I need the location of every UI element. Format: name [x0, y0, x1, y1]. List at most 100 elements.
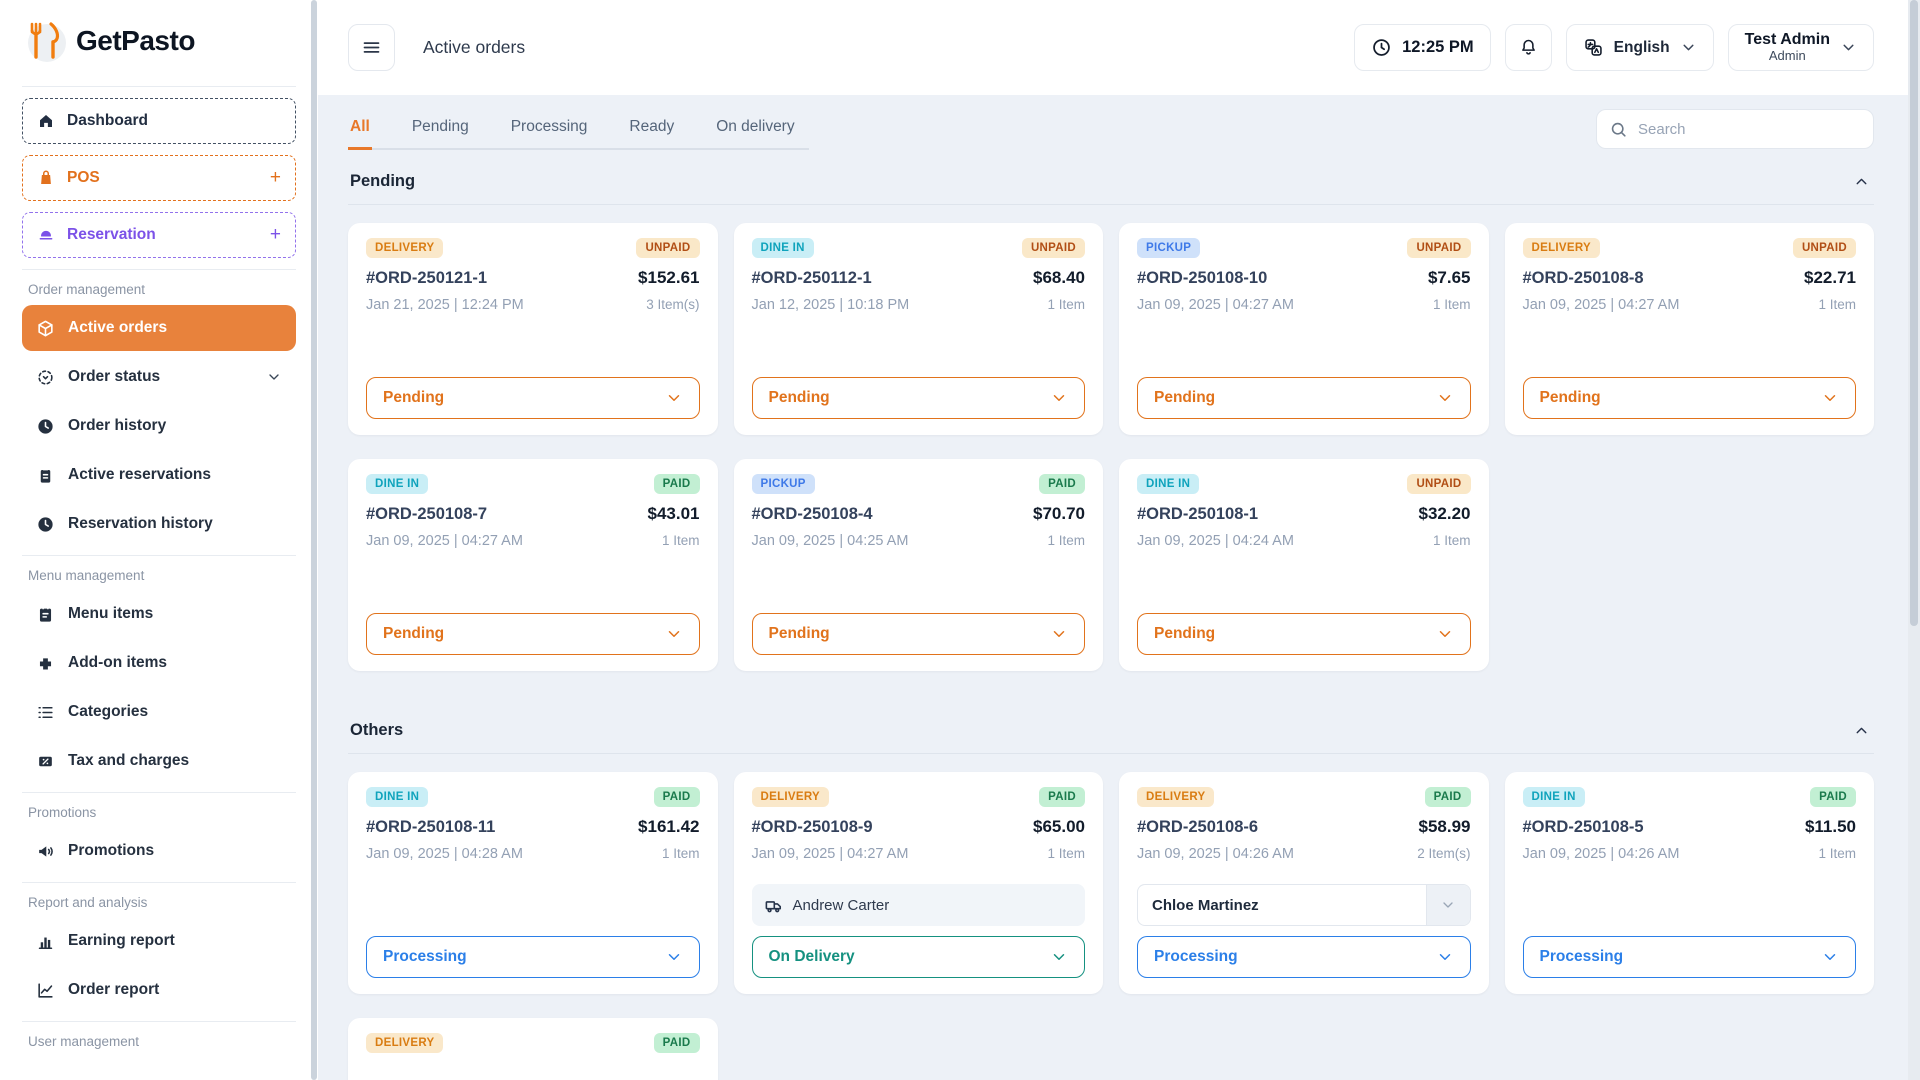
order-id: #ORD-250108-5 — [1522, 818, 1644, 836]
tab-all[interactable]: All — [348, 109, 372, 150]
order-item-count: 3 Item(s) — [646, 297, 700, 312]
payment-status-badge: PAID — [1810, 787, 1856, 807]
payment-status-badge: PAID — [653, 1033, 700, 1053]
plus-icon: + — [269, 224, 281, 245]
search-icon — [1611, 122, 1626, 137]
order-status-dropdown[interactable]: Pending — [366, 377, 700, 419]
divider — [22, 882, 296, 883]
order-id: #ORD-250108-1 — [1137, 505, 1259, 523]
chevron-down-icon — [668, 395, 679, 401]
order-id: #ORD-250108-10 — [1137, 269, 1268, 287]
sidebar-item-earning-report[interactable]: Earning report — [22, 918, 296, 964]
order-report-icon — [38, 982, 53, 998]
order-total: $32.20 — [1418, 504, 1471, 523]
order-id: #ORD-250108-11 — [366, 818, 496, 836]
order-datetime: Jan 09, 2025 | 04:27 AM — [1137, 297, 1294, 313]
sidebar-item-order-report[interactable]: Order report — [22, 967, 296, 1013]
order-id: #ORD-250108-7 — [366, 505, 488, 523]
brand-logo-icon — [28, 22, 66, 62]
divider — [22, 555, 296, 556]
payment-status-badge: UNPAID — [636, 238, 700, 258]
order-type-badge: DINE IN — [366, 787, 429, 807]
sidebar-quick-reservation[interactable]: Reservation + — [22, 212, 296, 258]
brand-name: GetPasto — [76, 25, 195, 56]
order-item-count: 1 Item — [661, 533, 700, 548]
language-selector[interactable]: English — [1565, 24, 1714, 71]
chevron-down-icon — [1683, 44, 1694, 51]
sidebar-item-active-orders[interactable]: Active orders — [22, 305, 296, 351]
section-collapse-button[interactable] — [1853, 722, 1870, 739]
search-input[interactable] — [1638, 120, 1861, 138]
order-status-dropdown[interactable]: Pending — [1137, 613, 1471, 655]
top-header: Active orders 12:25 PM English Test Admi… — [318, 0, 1920, 95]
user-menu[interactable]: Test Admin Admin — [1727, 24, 1874, 71]
order-type-badge: DELIVERY — [366, 1033, 444, 1053]
page-scrollbar[interactable] — [1908, 0, 1920, 1080]
notification-button[interactable] — [1504, 24, 1552, 71]
tab-processing[interactable]: Processing — [510, 118, 588, 135]
tab-on-delivery[interactable]: On delivery — [716, 118, 795, 135]
order-status-dropdown[interactable]: Pending — [1137, 377, 1471, 419]
order-status-dropdown[interactable]: Pending — [751, 377, 1085, 419]
order-status-dropdown[interactable]: Pending — [366, 613, 700, 655]
tab-pending[interactable]: Pending — [411, 118, 469, 135]
payment-status-badge: PAID — [653, 474, 700, 494]
sidebar-section-label: Menu management — [28, 568, 145, 583]
chevron-down-icon — [1824, 954, 1836, 960]
content-area: All Pending Processing Ready On delivery Pen… — [318, 95, 1920, 1080]
sidebar-quick-dashboard[interactable]: Dashboard — [22, 98, 296, 144]
order-item-count: 1 Item — [1432, 533, 1471, 548]
sidebar-section-label: Order management — [28, 282, 146, 297]
section-collapse-button[interactable] — [1853, 173, 1870, 190]
sidebar-item-menu-items[interactable]: Menu items — [22, 591, 296, 637]
order-total: $68.40 — [1033, 268, 1085, 287]
language-label: English — [1613, 38, 1670, 56]
time-display[interactable]: 12:25 PM — [1354, 24, 1491, 71]
chevron-down-icon — [1439, 954, 1450, 960]
section-title: Pending — [350, 172, 416, 190]
chevron-down-icon — [269, 374, 279, 380]
page-title: Active orders — [423, 37, 526, 57]
order-item-count: 1 Item — [1047, 533, 1085, 548]
order-type-badge: DINE IN — [366, 474, 429, 494]
sidebar-item-promotions[interactable]: Promotions — [22, 828, 296, 874]
sidebar-section-label: Report and analysis — [28, 895, 148, 910]
order-datetime: Jan 09, 2025 | 04:27 AM — [366, 533, 523, 549]
order-status-dropdown[interactable]: Processing — [366, 936, 700, 978]
sidebar-item-order-status[interactable]: Order status — [22, 354, 296, 400]
sidebar-item-categories[interactable]: Categories — [22, 689, 296, 735]
order-status-dropdown[interactable]: Processing — [1137, 936, 1471, 978]
sidebar-item-add-on-items[interactable]: Add-on items — [22, 640, 296, 686]
order-item-count: 1 Item — [1047, 297, 1085, 312]
plus-icon: + — [269, 167, 281, 188]
order-datetime: Jan 09, 2025 | 04:26 AM — [1137, 846, 1294, 862]
order-status-dropdown[interactable]: On Delivery — [751, 936, 1085, 978]
sidebar-item-reservation-history[interactable]: Reservation history — [22, 501, 296, 547]
order-type-badge: DELIVERY — [751, 787, 829, 807]
payment-status-badge: PAID — [1039, 474, 1085, 494]
sidebar-section-label: Promotions — [28, 805, 97, 820]
hamburger-menu-button[interactable] — [348, 24, 395, 71]
payment-status-badge: UNPAID — [1407, 474, 1471, 494]
sidebar-scrollbar[interactable] — [311, 0, 317, 1080]
order-status-dropdown[interactable]: Pending — [1522, 377, 1856, 419]
order-history-icon — [38, 418, 53, 434]
order-item-count: 2 Item(s) — [1417, 846, 1471, 861]
sidebar-item-tax-and-charges[interactable]: Tax and charges — [22, 738, 296, 784]
order-total: $161.42 — [638, 817, 700, 836]
order-card: DINE IN #ORD-250108-1 Jan 09, 2025 | 04:… — [1119, 459, 1489, 671]
sidebar-quick-pos[interactable]: POS + — [22, 155, 296, 201]
active-reservations-icon — [40, 468, 51, 483]
sidebar-item-active-reservations[interactable]: Active reservations — [22, 452, 296, 498]
chevron-down-icon — [1443, 902, 1453, 908]
tab-ready[interactable]: Ready — [629, 118, 675, 135]
driver-select[interactable]: Chloe Martinez — [1137, 884, 1471, 926]
order-item-count: 1 Item — [1432, 297, 1471, 312]
orders-box-icon — [38, 320, 53, 336]
order-item-count: 1 Item — [1047, 846, 1085, 861]
order-card: DINE IN #ORD-250108-7 Jan 09, 2025 | 04:… — [348, 459, 718, 671]
order-datetime: Jan 21, 2025 | 12:24 PM — [366, 297, 524, 313]
sidebar-item-order-history[interactable]: Order history — [22, 403, 296, 449]
order-status-dropdown[interactable]: Processing — [1522, 936, 1856, 978]
order-status-dropdown[interactable]: Pending — [751, 613, 1085, 655]
